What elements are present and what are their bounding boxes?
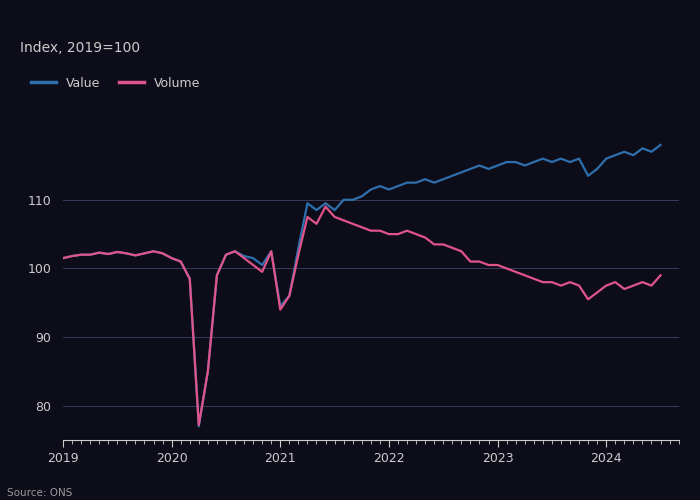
Text: Index, 2019=100: Index, 2019=100	[20, 41, 140, 55]
Legend: Value, Volume: Value, Volume	[26, 72, 206, 95]
Text: Source: ONS: Source: ONS	[7, 488, 72, 498]
